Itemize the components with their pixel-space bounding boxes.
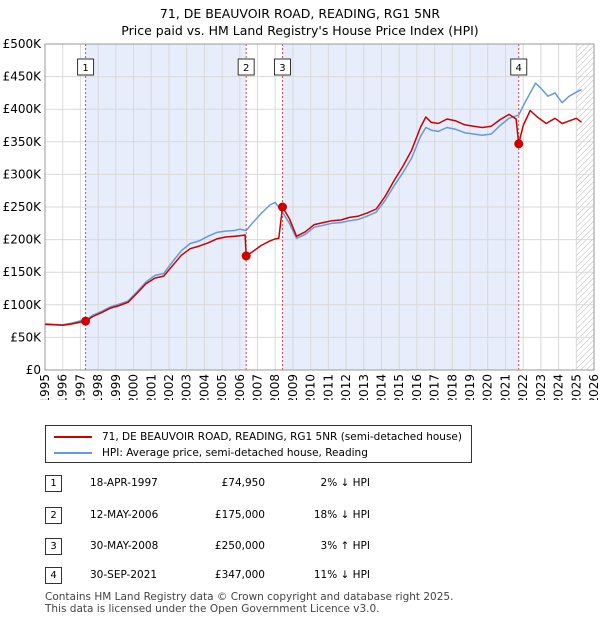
legend-label-hpi: HPI: Average price, semi-detached house,… (102, 447, 368, 459)
y-tick-label: £150K (3, 265, 43, 279)
x-tick-label: 2014 (374, 374, 388, 400)
transaction-number: 3 (45, 538, 62, 555)
transaction-row-4: 4 30-SEP-2021 £347,000 11% ↓ HPI (0, 566, 600, 586)
x-tick-label: 2000 (127, 374, 141, 400)
x-tick-label: 2017 (428, 374, 442, 400)
transaction-row-2: 2 12-MAY-2006 £175,000 18% ↓ HPI (0, 506, 600, 526)
sale-number-label: 3 (279, 63, 285, 74)
y-tick-label: £0 (26, 363, 41, 377)
sale-point (241, 251, 251, 261)
sale-point (81, 316, 91, 326)
transaction-price: £74,950 (221, 477, 265, 489)
x-tick-label: 2016 (410, 374, 424, 400)
x-tick-label: 2011 (321, 374, 335, 400)
x-tick-label: 1995 (38, 374, 52, 400)
y-tick-label: £100K (3, 298, 43, 312)
x-tick-label: 2005 (215, 374, 229, 400)
x-tick-label: 2009 (286, 374, 300, 400)
sale-number-box (273, 58, 291, 76)
transaction-hpi: 18% ↓ HPI (313, 509, 370, 521)
legend-item-hpi: HPI: Average price, semi-detached house,… (54, 445, 368, 461)
x-tick-label: 2025 (569, 374, 583, 400)
y-tick-label: £450K (3, 70, 43, 84)
chart-title: 71, DE BEAUVOIR ROAD, READING, RG1 5NR (159, 6, 441, 21)
x-tick-label: 1996 (56, 374, 70, 400)
x-tick-label: 2012 (339, 374, 353, 400)
transaction-price: £250,000 (214, 540, 265, 552)
x-tick-label: 2015 (392, 374, 406, 400)
x-tick-label: 1999 (109, 374, 123, 400)
y-tick-label: £300K (3, 167, 43, 181)
y-tick-label: £400K (3, 102, 43, 116)
footer-copyright: Contains HM Land Registry data © Crown c… (45, 591, 454, 603)
chart-legend: 71, DE BEAUVOIR ROAD, READING, RG1 5NR (… (45, 425, 472, 463)
x-tick-label: 2023 (534, 374, 548, 400)
sale-number-label: 4 (516, 63, 522, 74)
plot-frame (44, 43, 595, 371)
x-tick-label: 1997 (73, 374, 87, 400)
x-tick-label: 2026 (587, 374, 600, 400)
transaction-date: 12-MAY-2006 (90, 509, 159, 521)
transaction-price: £175,000 (214, 509, 265, 521)
transaction-hpi: 11% ↓ HPI (313, 569, 370, 581)
transaction-date: 30-MAY-2008 (90, 540, 159, 552)
x-tick-label: 2021 (498, 374, 512, 400)
x-tick-label: 2010 (304, 374, 318, 400)
x-tick-label: 2024 (552, 374, 566, 400)
transaction-price: £347,000 (214, 569, 265, 581)
sale-number-box (77, 58, 95, 76)
x-tick-label: 2019 (463, 374, 477, 400)
x-tick-label: 2001 (144, 374, 158, 400)
x-tick-label: 2002 (162, 374, 176, 400)
x-tick-label: 2007 (251, 374, 265, 400)
sale-point (277, 202, 287, 212)
y-tick-label: £200K (3, 233, 43, 247)
y-tick-label: £350K (3, 135, 43, 149)
legend-swatch-hpi (54, 452, 92, 454)
y-tick-label: £500K (3, 37, 43, 51)
x-tick-label: 2018 (445, 374, 459, 400)
hpi-series-line (44, 82, 582, 326)
transaction-number: 1 (45, 475, 62, 492)
x-tick-label: 2008 (268, 374, 282, 400)
sale-number-box (510, 58, 528, 76)
footer-license: This data is licensed under the Open Gov… (45, 603, 380, 615)
sale-number-label: 2 (243, 63, 249, 74)
sale-point (514, 139, 524, 149)
x-tick-label: 2022 (516, 374, 530, 400)
x-tick-label: 1998 (91, 374, 105, 400)
legend-item-property: 71, DE BEAUVOIR ROAD, READING, RG1 5NR (… (54, 429, 462, 445)
legend-label-property: 71, DE BEAUVOIR ROAD, READING, RG1 5NR (… (102, 431, 462, 443)
transaction-number: 2 (45, 507, 62, 524)
transaction-date: 18-APR-1997 (90, 477, 158, 489)
price-chart: £0 £50K £100K £150K £200K £250K £300K £350K £400… (3, 37, 600, 400)
y-tick-label: £250K (3, 200, 43, 214)
transaction-row-1: 1 18-APR-1997 £74,950 2% ↓ HPI (0, 474, 600, 494)
x-tick-label: 2013 (357, 374, 371, 400)
legend-swatch-property (54, 436, 92, 438)
x-tick-label: 2006 (233, 374, 247, 400)
property-series-line (44, 109, 583, 327)
x-tick-label: 2003 (180, 374, 194, 400)
sale-number-box (237, 58, 255, 76)
transaction-number: 4 (45, 567, 62, 584)
sale-number-label: 1 (82, 63, 88, 74)
transaction-hpi: 3% ↑ HPI (320, 540, 370, 552)
chart-subtitle: Price paid vs. HM Land Registry's House … (121, 23, 479, 38)
x-tick-label: 2020 (481, 374, 495, 400)
y-tick-label: £50K (10, 330, 42, 344)
transaction-hpi: 2% ↓ HPI (320, 477, 370, 489)
transaction-date: 30-SEP-2021 (90, 569, 158, 581)
transaction-row-3: 3 30-MAY-2008 £250,000 3% ↑ HPI (0, 537, 600, 557)
x-tick-label: 2004 (197, 374, 211, 400)
